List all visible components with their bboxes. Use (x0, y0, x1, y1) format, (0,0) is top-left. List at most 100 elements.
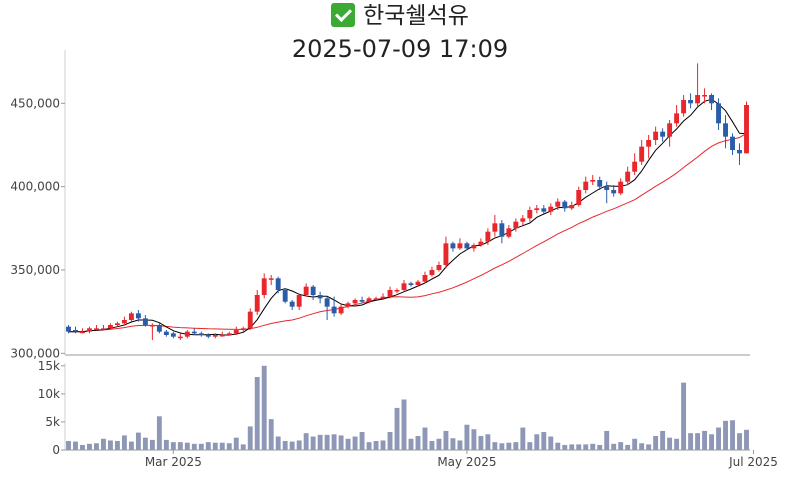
volume-bar (317, 434, 323, 450)
volume-bar (443, 430, 449, 450)
volume-bar (485, 434, 491, 450)
volume-bar (660, 430, 666, 450)
candle-body (562, 201, 568, 209)
volume-bar (401, 399, 407, 450)
volume-bar (226, 443, 232, 450)
candle-body (457, 243, 463, 249)
candle-body (422, 275, 428, 282)
candle-body (471, 245, 477, 249)
x-tick-label: Mar 2025 (145, 455, 202, 469)
volume-bar (170, 442, 176, 450)
candle-body (121, 320, 127, 324)
candle-body (233, 330, 239, 334)
volume-bar (632, 438, 638, 450)
volume-bar (114, 441, 120, 450)
volume-bar (674, 438, 680, 450)
volume-bar (163, 439, 169, 450)
candle-body (303, 286, 309, 295)
candle-body (296, 295, 302, 307)
price-y-tick-label: 450,000 (10, 96, 60, 110)
volume-bar (233, 437, 239, 450)
chart-title: 한국쉘석유 (363, 3, 469, 29)
volume-bar (695, 433, 701, 450)
volume-bar (597, 444, 603, 450)
candle-body (730, 136, 735, 150)
candle-body (226, 333, 232, 335)
volume-bar (373, 441, 379, 450)
volume-y-tick-label: 5k (45, 415, 60, 429)
volume-bar (121, 435, 127, 450)
candle-body (94, 328, 99, 330)
volume-bar (359, 432, 365, 450)
candle-body (205, 335, 211, 337)
candle-body (548, 206, 554, 212)
volume-bar (702, 430, 708, 450)
volume-bar (156, 416, 162, 450)
candle-body (625, 171, 631, 182)
candle-body (723, 123, 728, 137)
candle-body (443, 243, 449, 265)
volume-bar (667, 437, 673, 450)
candle-body (191, 331, 197, 334)
volume-bar (177, 442, 183, 450)
candle-body (709, 95, 715, 104)
candle-body (156, 325, 162, 332)
volume-bar (464, 424, 470, 450)
volume-bar (191, 443, 197, 450)
volume-bar (100, 438, 106, 450)
volume-y-tick-label: 10k (38, 387, 60, 401)
candle-body (632, 161, 638, 172)
title-line: 한국쉘석유 (0, 0, 800, 32)
candle-body (324, 298, 330, 307)
volume-bar (590, 443, 596, 450)
volume-bar (716, 427, 721, 450)
candle-body (310, 286, 316, 295)
volume-bar (282, 441, 288, 450)
candle-body (653, 131, 659, 140)
price-y-tick-label: 300,000 (10, 346, 60, 360)
volume-bar (471, 429, 477, 450)
volume-bar (219, 442, 225, 450)
candle-body (674, 113, 680, 124)
candle-body (128, 313, 134, 320)
volume-panel: 0 5k 10k 15k (38, 359, 750, 457)
candle-body (107, 325, 113, 329)
volume-bar (583, 444, 589, 450)
volume-bar (527, 442, 533, 450)
candle-body (66, 326, 71, 332)
candle-body (345, 303, 351, 307)
volume-bar (73, 441, 78, 450)
candle-body (639, 146, 645, 162)
volume-bar (429, 441, 435, 450)
volume-bar (548, 436, 554, 450)
volume-bar (296, 440, 302, 450)
candle-body (667, 123, 673, 137)
volume-bar (310, 436, 316, 450)
x-tick-label: Jul 2025 (728, 455, 778, 469)
volume-bar (128, 441, 134, 450)
volume-bar (212, 442, 218, 450)
candle-body (100, 328, 106, 330)
volume-bar (142, 437, 148, 450)
volume-bar (261, 365, 267, 450)
candle-body (394, 290, 400, 292)
volume-bar (604, 430, 610, 450)
candle-body (373, 298, 379, 300)
volume-bar (87, 443, 92, 450)
volume-bar (66, 441, 71, 450)
volume-bar (289, 441, 295, 450)
volume-bar (422, 427, 428, 450)
candle-body (716, 103, 721, 124)
candle-body (219, 335, 225, 337)
volume-bar (506, 442, 512, 450)
candle-body (163, 331, 169, 335)
candle-body (604, 186, 610, 190)
candle-body (590, 180, 596, 182)
volume-bar (457, 440, 463, 450)
candle-body (737, 150, 742, 154)
volume-bar (611, 443, 617, 450)
volume-bar (135, 432, 141, 450)
volume-bar (541, 432, 547, 450)
candle-body (744, 105, 749, 154)
